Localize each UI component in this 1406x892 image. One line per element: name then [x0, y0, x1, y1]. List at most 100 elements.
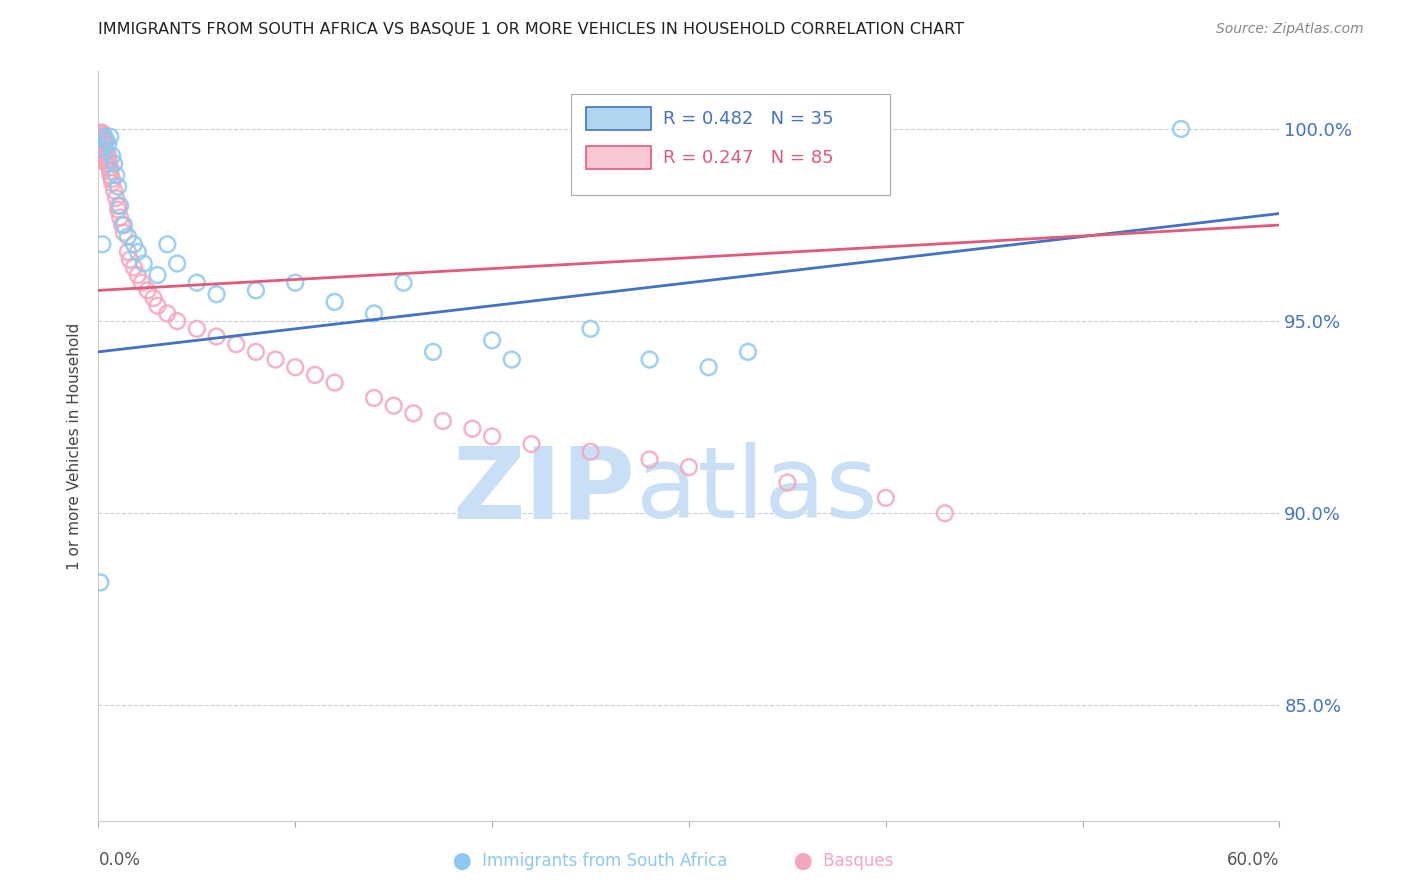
- Point: [89, 129, 111, 144]
- Point: [91, 126, 114, 140]
- Point: [98, 161, 121, 175]
- Text: ⬤  Immigrants from South Africa: ⬤ Immigrants from South Africa: [453, 852, 728, 870]
- Point: [304, 368, 326, 382]
- Text: atlas: atlas: [636, 442, 877, 540]
- Point: [363, 306, 385, 320]
- Point: [96, 156, 118, 170]
- Point: [97, 156, 120, 170]
- Point: [96, 145, 118, 159]
- Point: [89, 129, 111, 144]
- Point: [131, 276, 153, 290]
- Point: [132, 256, 155, 270]
- Point: [579, 322, 602, 336]
- Point: [678, 460, 700, 475]
- Point: [122, 260, 145, 275]
- Point: [93, 134, 115, 148]
- Point: [520, 437, 543, 451]
- Point: [638, 352, 661, 367]
- Point: [402, 406, 425, 420]
- Point: [91, 134, 114, 148]
- Point: [96, 153, 118, 167]
- Point: [91, 137, 114, 152]
- Text: 0.0%: 0.0%: [98, 851, 141, 870]
- Point: [89, 129, 111, 144]
- Point: [97, 149, 120, 163]
- Point: [91, 153, 114, 167]
- Point: [89, 134, 111, 148]
- Text: IMMIGRANTS FROM SOUTH AFRICA VS BASQUE 1 OR MORE VEHICLES IN HOUSEHOLD CORRELATI: IMMIGRANTS FROM SOUTH AFRICA VS BASQUE 1…: [98, 22, 965, 37]
- FancyBboxPatch shape: [571, 94, 890, 195]
- Point: [91, 134, 114, 148]
- Point: [96, 134, 118, 148]
- Point: [166, 314, 188, 328]
- Point: [638, 452, 661, 467]
- Point: [422, 344, 444, 359]
- Point: [91, 141, 114, 155]
- Point: [363, 391, 385, 405]
- Point: [284, 276, 307, 290]
- Point: [89, 129, 111, 144]
- Point: [107, 199, 129, 213]
- Point: [91, 134, 114, 148]
- Point: [186, 276, 208, 290]
- Point: [91, 137, 114, 152]
- FancyBboxPatch shape: [586, 146, 651, 169]
- Point: [166, 256, 188, 270]
- Point: [392, 276, 415, 290]
- Point: [112, 226, 135, 240]
- Point: [91, 141, 114, 155]
- Point: [98, 164, 121, 178]
- Point: [117, 229, 139, 244]
- FancyBboxPatch shape: [586, 107, 651, 130]
- Point: [146, 268, 169, 282]
- Point: [103, 156, 125, 170]
- Point: [93, 137, 115, 152]
- Point: [481, 334, 503, 348]
- Point: [91, 149, 114, 163]
- Point: [1170, 122, 1192, 136]
- Point: [91, 145, 114, 159]
- Point: [142, 291, 165, 305]
- Point: [697, 360, 720, 375]
- Point: [91, 137, 114, 152]
- Point: [91, 149, 114, 163]
- Point: [284, 360, 307, 375]
- Point: [205, 287, 228, 301]
- Point: [156, 237, 179, 252]
- Point: [186, 322, 208, 336]
- Point: [111, 218, 134, 232]
- Point: [89, 129, 111, 144]
- Text: R = 0.247   N = 85: R = 0.247 N = 85: [664, 149, 834, 167]
- Point: [776, 475, 799, 490]
- Text: ZIP: ZIP: [453, 442, 636, 540]
- Point: [97, 153, 120, 167]
- Point: [105, 168, 128, 182]
- Point: [156, 306, 179, 320]
- Point: [875, 491, 897, 505]
- Point: [96, 149, 118, 163]
- Point: [89, 126, 111, 140]
- Point: [579, 444, 602, 458]
- Point: [118, 252, 141, 267]
- Point: [101, 172, 124, 186]
- Point: [108, 199, 131, 213]
- Point: [323, 376, 346, 390]
- Point: [103, 184, 125, 198]
- Point: [91, 129, 114, 144]
- Point: [107, 202, 129, 217]
- Point: [93, 129, 115, 144]
- Point: [93, 134, 115, 148]
- Point: [146, 299, 169, 313]
- Point: [91, 145, 114, 159]
- Text: Source: ZipAtlas.com: Source: ZipAtlas.com: [1216, 22, 1364, 37]
- Point: [93, 137, 115, 152]
- Point: [461, 422, 484, 436]
- Point: [432, 414, 454, 428]
- Point: [934, 506, 956, 520]
- Point: [91, 129, 114, 144]
- Point: [264, 352, 287, 367]
- Point: [112, 218, 135, 232]
- Point: [105, 191, 128, 205]
- Point: [382, 399, 405, 413]
- Point: [205, 329, 228, 343]
